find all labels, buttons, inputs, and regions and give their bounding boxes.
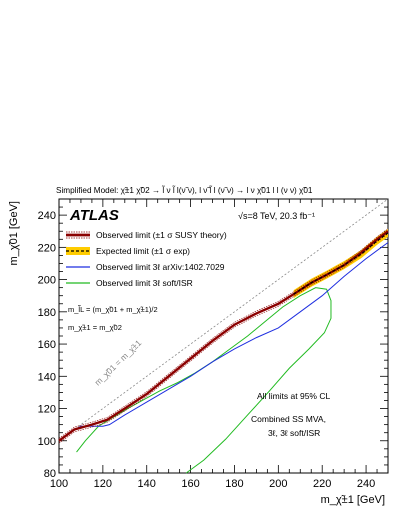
x-tick-label: 220	[313, 478, 331, 490]
y-tick-label: 160	[38, 339, 56, 351]
diagonal-line	[58, 198, 389, 442]
series-expected	[293, 232, 389, 295]
y-tick-label: 180	[38, 307, 56, 319]
legend-label-observed: Observed limit (±1 σ SUSY theory)	[96, 230, 227, 240]
y-tick-label: 100	[38, 436, 56, 448]
y-axis-label: m_χ̃01 [GeV]	[8, 201, 20, 265]
y-tick-label: 120	[38, 404, 56, 416]
observed-theory-down	[58, 233, 389, 444]
chart-title: Simplified Model: χ̃±1 χ̃02 → l̃ ν l̃ l(…	[56, 184, 313, 195]
x-tick-label: 180	[225, 478, 243, 490]
atlas-label: ATLAS	[69, 207, 119, 224]
legend-label-blue: Observed limit 3ℓ arXiv:1402.7029	[96, 262, 225, 272]
x-axis-label: m_χ̃±1 [GeV]	[321, 494, 385, 506]
mass-relation-1: m_l̃L = (m_χ̃01 + m_χ̃±1)/2	[68, 305, 158, 314]
legend-label-green: Observed limit 3ℓ soft/ISR	[96, 278, 193, 288]
legend-item-blue: Observed limit 3ℓ arXiv:1402.7029	[66, 262, 225, 272]
x-tick-label: 160	[181, 478, 199, 490]
energy-label: √s=8 TeV, 20.3 fb⁻¹	[238, 211, 315, 221]
legend-item-observed: Observed limit (±1 σ SUSY theory)	[66, 230, 227, 240]
y-tick-label: 140	[38, 371, 56, 383]
x-tick-label: 100	[50, 478, 68, 490]
legend-item-expected: Expected limit (±1 σ exp)	[66, 246, 190, 256]
y-tick-label: 240	[38, 210, 56, 222]
series-3l	[71, 242, 389, 432]
plot-frame	[58, 198, 389, 474]
y-tick-label: 220	[38, 242, 56, 254]
legend: Observed limit (±1 σ SUSY theory) Expect…	[66, 230, 227, 288]
legend-item-green: Observed limit 3ℓ soft/ISR	[66, 278, 193, 288]
annotation-combined: Combined SS MVA,	[251, 414, 326, 424]
y-tick-label: 80	[44, 468, 56, 480]
y-tick-label: 200	[38, 275, 56, 287]
x-tick-label: 200	[269, 478, 287, 490]
diagonal-label: m_χ̃01 = m_χ̃±1	[92, 338, 143, 388]
annotation-channels: 3ℓ, 3ℓ soft/ISR	[268, 428, 320, 438]
observed-theory-up	[58, 228, 389, 439]
annotation-cl: All limits at 95% CL	[257, 391, 330, 401]
series-observed	[58, 230, 389, 442]
x-tick-label: 240	[357, 478, 375, 490]
x-tick-label: 140	[138, 478, 156, 490]
x-tick-label: 120	[94, 478, 112, 490]
mass-relation-2: m_χ̃±1 = m_χ̃02	[68, 323, 122, 332]
legend-label-expected: Expected limit (±1 σ exp)	[96, 246, 190, 256]
series-soft-isr	[76, 287, 332, 474]
